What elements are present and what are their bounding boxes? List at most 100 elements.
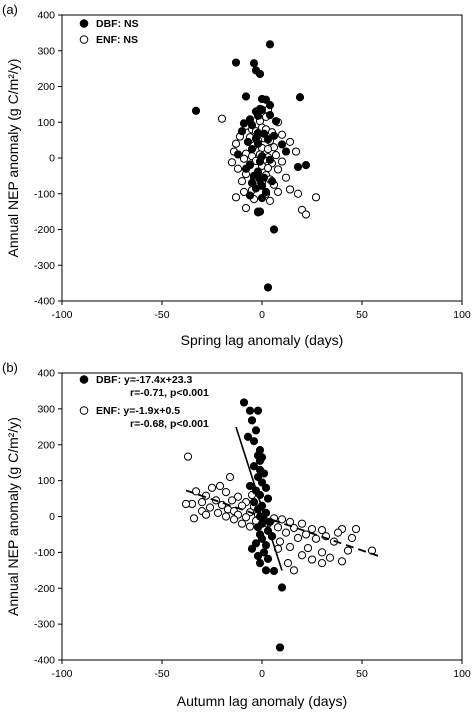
enf-point <box>239 187 249 197</box>
y-tick-label: 300 <box>37 45 55 57</box>
enf-point <box>263 163 273 173</box>
enf-point <box>289 566 299 575</box>
enf-point <box>317 526 327 535</box>
x-axis-label: Autumn lag anomaly (days) <box>177 693 347 709</box>
dbf-point <box>269 131 279 140</box>
enf-point <box>285 185 295 194</box>
chart-panel-b: (b) -400 -300 -200 -100 0 100 200 300 400 -100 -50 0… <box>2 360 471 709</box>
enf-point <box>237 177 247 186</box>
enf-point <box>221 512 231 521</box>
dbf-point <box>261 541 271 550</box>
y-tick-label: -100 <box>34 547 55 559</box>
enf-point <box>317 559 327 568</box>
dbf-point <box>265 155 275 164</box>
x-tick-label: -50 <box>154 309 169 321</box>
dbf-point <box>301 161 311 170</box>
legend-entry: DBF: y=-17.4x+23.3 <box>96 374 192 386</box>
y-tick-label: 0 <box>49 153 55 165</box>
enf-point <box>275 537 285 546</box>
dbf-point <box>261 483 271 492</box>
legend-entry: r=-0.68, p<0.001 <box>130 418 209 430</box>
y-tick-label: 400 <box>37 368 55 380</box>
enf-point <box>297 551 307 560</box>
enf-point <box>281 173 291 182</box>
dbf-point <box>241 164 251 173</box>
legend-dbf-marker <box>79 19 89 28</box>
enf-point <box>225 472 235 482</box>
enf-point <box>233 492 243 501</box>
dbf-point <box>257 478 267 487</box>
y-axis-label: Annual NEP anomaly (g C/m²/y) <box>5 59 21 258</box>
enf-point <box>183 452 193 461</box>
dbf-point <box>255 456 265 465</box>
y-tick-label: -100 <box>34 188 55 200</box>
dbf-point <box>239 398 249 407</box>
dbf-point <box>261 95 271 104</box>
dbf-point <box>245 191 255 200</box>
enf-point <box>231 193 241 202</box>
enf-point <box>325 553 335 562</box>
y-tick-label: -300 <box>34 260 55 272</box>
dbf-point <box>263 135 273 144</box>
enf-point <box>297 519 307 528</box>
dbf-fit-line <box>235 426 283 571</box>
x-tick-label: -100 <box>51 309 72 321</box>
dbf-point <box>249 462 259 471</box>
chart-panel-a: (a) -400 -300 -200 -100 0 100 200 300 400 -100 -50 0… <box>2 2 471 348</box>
enf-point <box>293 189 303 198</box>
enf-point <box>233 164 243 173</box>
enf-point <box>227 496 237 505</box>
dbf-point <box>243 432 253 441</box>
x-tick-label: 0 <box>259 668 265 680</box>
enf-point <box>215 481 225 491</box>
y-tick-label: 200 <box>37 81 55 93</box>
legend-enf-marker <box>79 35 89 44</box>
enf-fit-line <box>185 489 379 557</box>
legend-entry: DBF: NS <box>96 18 139 30</box>
legend-dbf-marker <box>79 375 89 384</box>
dbf-point <box>257 193 267 203</box>
enf-point <box>239 154 249 163</box>
dbf-point <box>253 406 263 415</box>
dbf-point <box>253 111 263 120</box>
plot-area <box>191 40 321 292</box>
dbf-point <box>263 494 273 503</box>
enf-point <box>241 203 251 213</box>
enf-point <box>283 559 293 568</box>
panel-label: (a) <box>2 2 18 17</box>
dbf-point <box>259 469 269 478</box>
enf-point <box>281 528 291 537</box>
dbf-point <box>253 523 263 532</box>
dbf-point <box>281 147 291 156</box>
enf-point <box>273 523 283 532</box>
dbf-point <box>251 184 261 193</box>
enf-point <box>207 483 217 492</box>
enf-point <box>241 513 251 522</box>
dbf-point <box>259 548 269 557</box>
enf-point <box>231 139 241 148</box>
enf-point <box>277 157 287 166</box>
dbf-point <box>233 150 243 159</box>
enf-point <box>291 147 301 156</box>
y-tick-label: -400 <box>34 655 55 667</box>
dbf-point <box>265 111 275 120</box>
dbf-point <box>249 498 259 507</box>
enf-point <box>201 510 211 519</box>
enf-point <box>271 151 281 160</box>
dbf-point <box>231 58 241 67</box>
dbf-point <box>261 566 271 575</box>
dbf-point <box>255 69 265 79</box>
enf-point <box>333 528 343 537</box>
dbf-point <box>275 643 285 652</box>
x-tick-label: 100 <box>453 668 471 680</box>
enf-point <box>301 530 311 539</box>
plot-area <box>181 398 379 652</box>
y-tick-label: -400 <box>34 296 55 308</box>
legend-entry: ENF: y=-1.9x+0.5 <box>96 405 180 417</box>
x-tick-label: 100 <box>453 309 471 321</box>
enf-point <box>265 196 275 205</box>
dbf-point <box>251 539 261 548</box>
y-tick-label: 100 <box>37 117 55 129</box>
enf-point <box>347 533 357 543</box>
enf-point <box>229 515 239 524</box>
